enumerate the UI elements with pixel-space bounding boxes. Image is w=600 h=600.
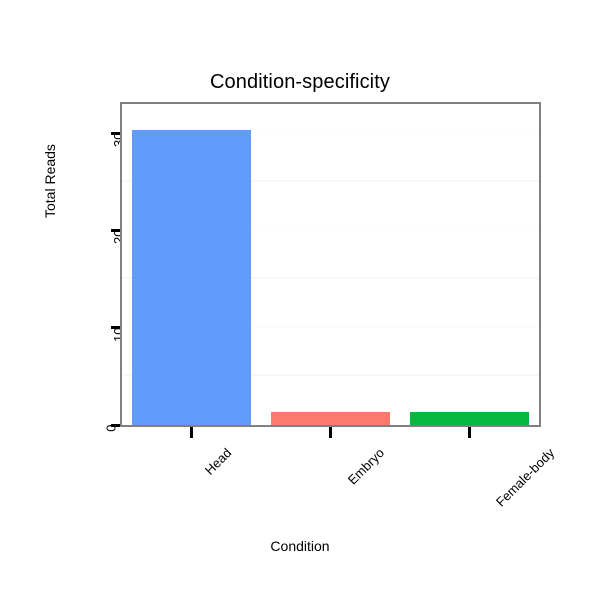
bar-embryo: [270, 412, 391, 425]
bar-head: [131, 130, 252, 425]
x-tick-mark: [190, 427, 193, 438]
chart-title: Condition-specificity: [210, 71, 390, 93]
gridline-minor: [122, 277, 539, 280]
plot-panel: [120, 102, 541, 427]
y-tick-label: 0: [103, 424, 119, 432]
x-tick-mark: [468, 427, 471, 438]
gridline-minor: [122, 374, 539, 377]
gridline-major: [122, 326, 539, 328]
y-tick-mark: [111, 228, 120, 232]
y-tick-mark: [111, 131, 120, 135]
x-tick-label: Head: [201, 445, 234, 478]
y-tick-mark: [111, 423, 120, 427]
x-axis-title: Condition: [270, 538, 330, 554]
x-tick-label: Female-body: [492, 445, 557, 510]
gridline-major: [122, 132, 539, 134]
x-tick-label: Embryo: [344, 445, 387, 488]
y-tick-mark: [111, 326, 120, 330]
gridline-major: [122, 229, 539, 231]
plot-area: [122, 104, 539, 425]
x-tick-mark: [329, 427, 332, 438]
bar-female-body: [409, 412, 530, 425]
gridline-minor: [122, 179, 539, 182]
y-axis-title: Total Reads: [42, 144, 58, 218]
